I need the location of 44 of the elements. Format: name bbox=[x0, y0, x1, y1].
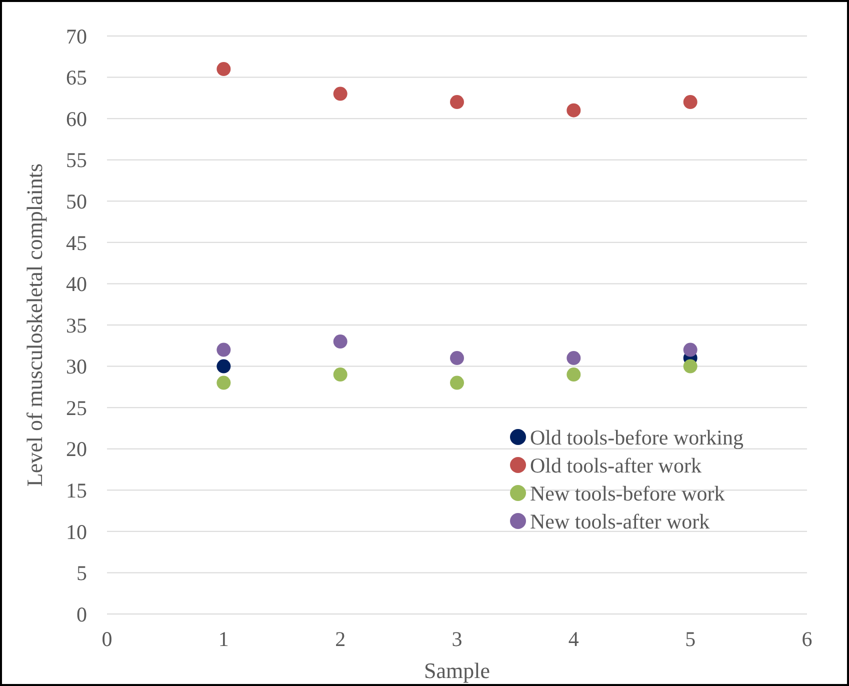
point bbox=[450, 376, 464, 390]
point bbox=[566, 368, 581, 382]
x-tick-label: 6 bbox=[802, 627, 812, 651]
y-tick-label: 35 bbox=[66, 313, 87, 338]
x-tick-label: 3 bbox=[452, 627, 462, 651]
y-tick-label: 5 bbox=[76, 561, 87, 586]
x-axis-title: Sample bbox=[424, 658, 490, 683]
y-tick-label: 30 bbox=[66, 354, 87, 379]
y-tick-label: 70 bbox=[66, 24, 87, 48]
point bbox=[216, 359, 231, 374]
point bbox=[333, 368, 348, 382]
y-axis-title: Level of musculoskeletal complaints bbox=[22, 163, 47, 487]
legend-label: Old tools-after work bbox=[530, 453, 702, 478]
legend-label: New tools-before work bbox=[530, 481, 726, 506]
point bbox=[216, 342, 231, 357]
y-tick-label: 45 bbox=[66, 230, 87, 255]
legend-label: Old tools-before working bbox=[530, 425, 744, 450]
y-tick-label: 55 bbox=[66, 148, 87, 172]
y-tick-label: 60 bbox=[66, 106, 87, 131]
y-tick-label: 0 bbox=[76, 602, 87, 626]
y-tick-label: 15 bbox=[66, 478, 87, 502]
point bbox=[333, 86, 348, 101]
point bbox=[216, 62, 231, 76]
y-tick-label: 10 bbox=[66, 520, 87, 544]
point bbox=[683, 359, 698, 374]
legend-label: New tools-after work bbox=[530, 509, 710, 534]
point bbox=[683, 95, 698, 110]
point bbox=[450, 351, 464, 366]
point bbox=[566, 103, 581, 118]
x-tick-label: 2 bbox=[335, 627, 346, 651]
y-tick-label: 40 bbox=[66, 272, 87, 296]
x-tick-label: 4 bbox=[568, 627, 580, 651]
point bbox=[566, 351, 581, 366]
x-tick-label: 1 bbox=[218, 627, 229, 651]
x-tick-label: 5 bbox=[685, 627, 696, 651]
x-tick-label: 0 bbox=[102, 627, 112, 651]
y-tick-label: 20 bbox=[66, 437, 87, 462]
point bbox=[450, 95, 464, 110]
point bbox=[683, 342, 698, 357]
point bbox=[216, 376, 231, 390]
y-tick-label: 65 bbox=[66, 66, 87, 90]
y-tick-label: 25 bbox=[66, 396, 87, 420]
point bbox=[333, 334, 348, 349]
y-tick-label: 50 bbox=[66, 189, 87, 214]
